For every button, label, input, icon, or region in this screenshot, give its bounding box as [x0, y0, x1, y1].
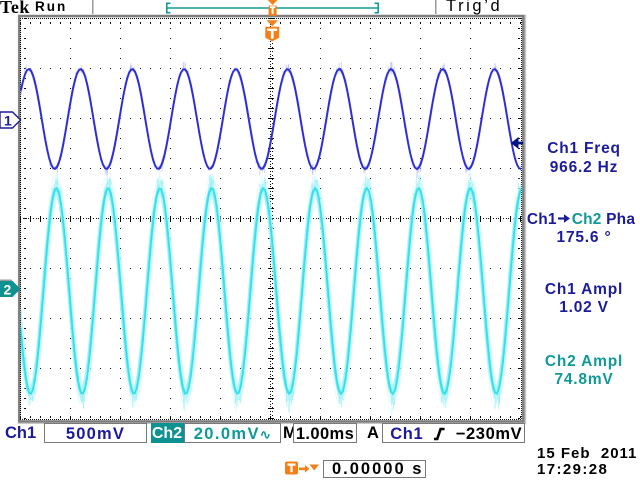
svg-text:2: 2 [4, 282, 12, 298]
svg-text:1: 1 [4, 113, 12, 129]
